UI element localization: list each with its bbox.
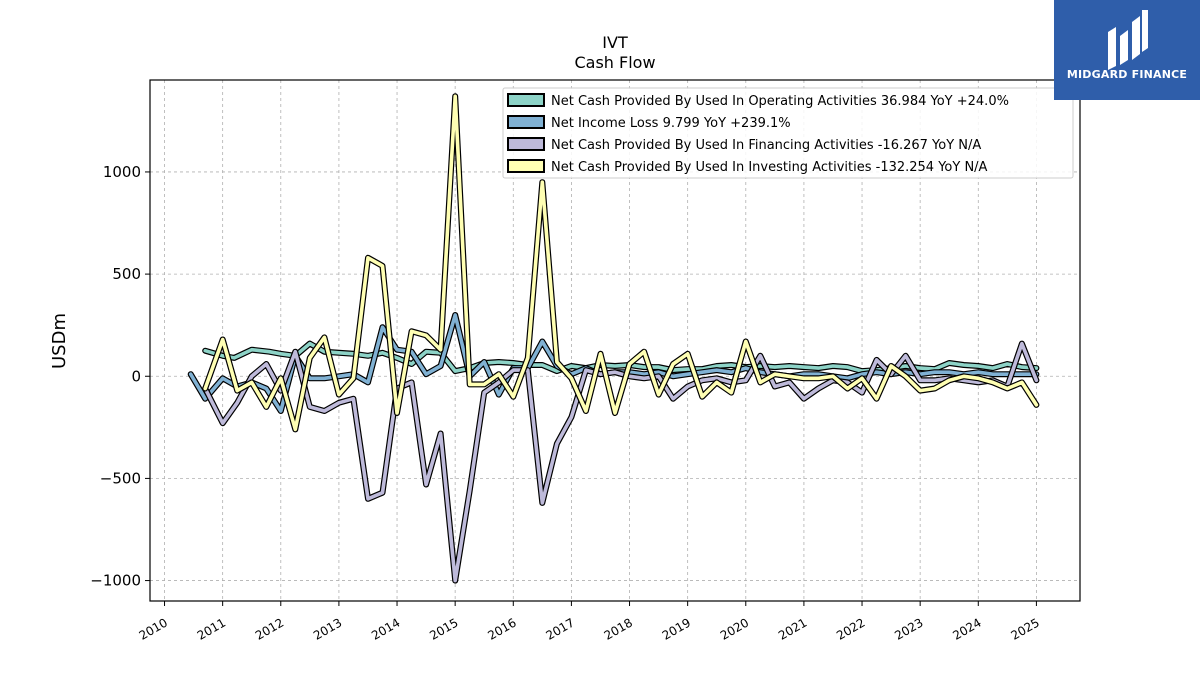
legend-swatch (507, 115, 545, 129)
axes: −1000 −500 0 500 1000 2010 2011 2012 2013 2014 201… (90, 163, 1042, 643)
plot-frame (149, 79, 1081, 602)
logo-text: MIDGARD FINANCE (1066, 68, 1188, 81)
x-tick-label: 2018 (602, 615, 635, 642)
legend-label: Net Cash Provided By Used In Investing A… (551, 160, 988, 175)
series-line (203, 341, 1039, 583)
x-tick-label: 2022 (834, 615, 867, 642)
y-axis-label: USDm (49, 313, 70, 369)
series-3 (202, 340, 1040, 584)
x-tick-label: 2014 (369, 615, 402, 642)
x-tick-label: 2023 (892, 615, 925, 642)
y-tick-label: 0 (131, 367, 141, 385)
legend-label: Net Cash Provided By Used In Operating A… (551, 94, 1009, 109)
chart-title: IVT (602, 33, 628, 52)
x-tick-label: 2015 (427, 615, 460, 642)
x-tick-label: 2019 (660, 615, 693, 642)
x-tick-label: 2011 (195, 615, 228, 642)
x-tick-label: 2010 (137, 615, 170, 642)
chart-subtitle: Cash Flow (574, 53, 655, 72)
y-tick-label: 500 (112, 265, 141, 283)
logo-mark-icon (1108, 10, 1148, 70)
series-line (203, 94, 1039, 432)
legend-swatch (507, 159, 545, 173)
legend-swatch (507, 137, 545, 151)
x-tick-label: 2025 (1008, 615, 1041, 642)
x-tick-label: 2024 (950, 615, 983, 642)
y-tick-label: 1000 (103, 163, 141, 181)
y-tick-label: −1000 (90, 572, 141, 590)
x-tick-label: 2020 (718, 615, 751, 642)
legend-box (502, 87, 1074, 179)
x-tick-label: 2016 (485, 615, 518, 642)
legend: Net Cash Provided By Used In Operating A… (502, 87, 1074, 179)
x-tick-label: 2013 (311, 615, 344, 642)
series-4 (202, 93, 1040, 433)
x-tick-label: 2012 (253, 615, 286, 642)
legend-label: Net Income Loss 9.799 YoY +239.1% (551, 116, 791, 131)
legend-swatch (507, 93, 545, 107)
x-tick-label: 2021 (776, 615, 809, 642)
y-tick-label: −500 (100, 469, 141, 487)
series-lines (187, 93, 1040, 584)
x-tick-label: 2017 (543, 615, 576, 642)
midgard-finance-logo: MIDGARD FINANCE (1054, 0, 1200, 100)
legend-label: Net Cash Provided By Used In Financing A… (551, 138, 981, 153)
